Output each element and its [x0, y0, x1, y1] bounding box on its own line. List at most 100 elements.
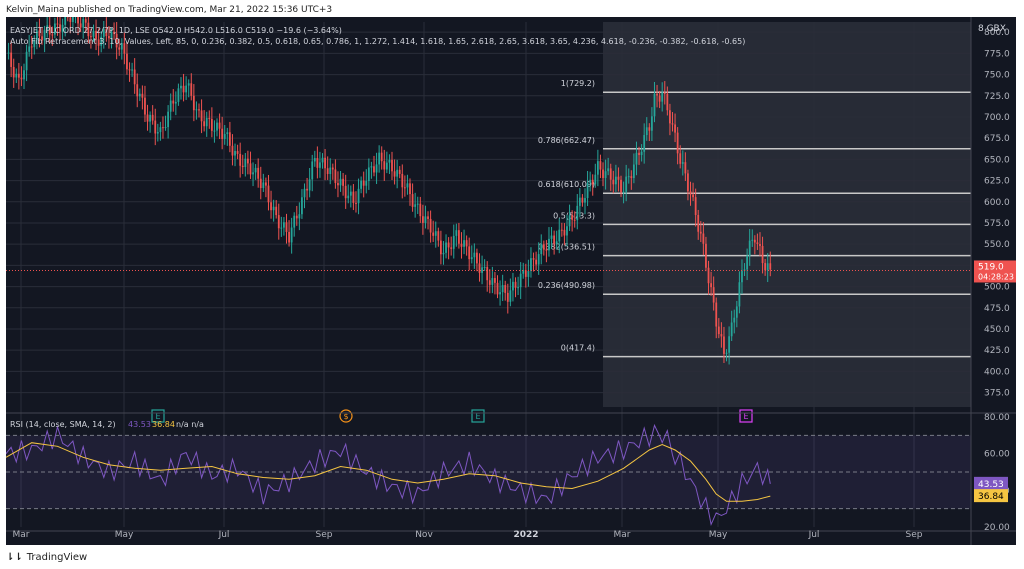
- candle-body[interactable]: [17, 73, 20, 78]
- candle-body[interactable]: [383, 161, 386, 170]
- candle-body[interactable]: [445, 242, 447, 253]
- brand-label[interactable]: TradingView: [26, 552, 88, 563]
- candle-body[interactable]: [486, 266, 489, 281]
- candle-body[interactable]: [455, 230, 458, 236]
- candle-body[interactable]: [717, 326, 720, 335]
- candle-body[interactable]: [524, 270, 527, 277]
- dividend-icon[interactable]: [339, 409, 353, 423]
- candle-body[interactable]: [439, 240, 442, 255]
- candle-body[interactable]: [581, 197, 584, 203]
- candle-body[interactable]: [766, 263, 769, 271]
- candle-body[interactable]: [555, 241, 558, 245]
- candle-body[interactable]: [470, 257, 473, 260]
- candle-body[interactable]: [51, 34, 54, 36]
- candle-body[interactable]: [491, 278, 494, 285]
- candle-body[interactable]: [607, 168, 610, 172]
- candle-body[interactable]: [213, 130, 216, 132]
- candle-body[interactable]: [120, 43, 123, 50]
- candle-body[interactable]: [316, 158, 319, 168]
- candle-body[interactable]: [380, 152, 383, 162]
- candle-body[interactable]: [113, 31, 115, 34]
- candle-body[interactable]: [100, 36, 103, 46]
- candle-body[interactable]: [396, 169, 399, 177]
- candle-body[interactable]: [228, 132, 231, 146]
- candle-body[interactable]: [298, 214, 301, 219]
- candle-body[interactable]: [334, 169, 337, 184]
- candle-body[interactable]: [568, 215, 571, 227]
- candle-body[interactable]: [59, 24, 61, 32]
- candle-body[interactable]: [638, 152, 640, 156]
- candle-body[interactable]: [434, 231, 437, 236]
- candle-body[interactable]: [43, 29, 46, 41]
- candle-body[interactable]: [681, 162, 684, 164]
- candle-body[interactable]: [759, 243, 761, 246]
- candle-body[interactable]: [452, 235, 455, 249]
- candle-body[interactable]: [429, 218, 432, 233]
- candle-body[interactable]: [535, 259, 538, 265]
- candle-body[interactable]: [689, 191, 692, 195]
- candle-body[interactable]: [25, 51, 28, 71]
- candle-body[interactable]: [182, 85, 185, 93]
- candle-body[interactable]: [337, 183, 339, 186]
- candle-body[interactable]: [46, 25, 49, 30]
- candle-body[interactable]: [164, 127, 167, 129]
- candle-body[interactable]: [375, 164, 378, 173]
- candle-body[interactable]: [79, 23, 82, 28]
- candle-body[interactable]: [53, 23, 56, 35]
- candle-body[interactable]: [661, 92, 664, 102]
- candle-body[interactable]: [92, 30, 95, 37]
- candle-body[interactable]: [7, 52, 10, 54]
- candle-body[interactable]: [563, 229, 566, 236]
- candle-body[interactable]: [571, 215, 574, 220]
- candle-body[interactable]: [720, 334, 723, 337]
- candle-body[interactable]: [530, 258, 532, 272]
- candle-body[interactable]: [270, 202, 272, 211]
- candle-body[interactable]: [416, 203, 419, 205]
- candle-body[interactable]: [699, 231, 702, 234]
- candle-body[interactable]: [234, 151, 236, 156]
- candle-body[interactable]: [424, 216, 427, 223]
- candle-body[interactable]: [110, 31, 113, 39]
- candle-body[interactable]: [527, 271, 530, 277]
- candle-body[interactable]: [494, 278, 496, 283]
- candle-body[interactable]: [393, 171, 396, 177]
- candle-body[interactable]: [468, 246, 471, 260]
- candle-body[interactable]: [360, 180, 363, 189]
- candle-body[interactable]: [733, 317, 736, 323]
- candle-body[interactable]: [221, 128, 224, 139]
- candle-body[interactable]: [403, 187, 406, 189]
- candle-body[interactable]: [174, 101, 177, 104]
- candle-body[interactable]: [584, 198, 586, 203]
- candle-body[interactable]: [666, 93, 669, 111]
- candle-body[interactable]: [306, 188, 308, 191]
- candle-body[interactable]: [385, 162, 388, 170]
- candle-body[interactable]: [741, 270, 743, 283]
- candle-body[interactable]: [252, 172, 254, 175]
- candle-body[interactable]: [687, 173, 689, 192]
- candle-body[interactable]: [537, 254, 540, 265]
- candle-body[interactable]: [591, 179, 594, 185]
- candle-body[interactable]: [589, 179, 592, 183]
- candle-body[interactable]: [373, 166, 375, 173]
- candle-body[interactable]: [769, 263, 772, 270]
- candle-body[interactable]: [481, 267, 483, 273]
- candle-body[interactable]: [730, 322, 733, 337]
- candle-body[interactable]: [218, 122, 221, 129]
- candle-body[interactable]: [573, 219, 576, 221]
- candle-body[interactable]: [506, 292, 509, 302]
- candle-body[interactable]: [602, 169, 604, 178]
- candle-body[interactable]: [198, 109, 200, 111]
- candle-body[interactable]: [355, 202, 357, 204]
- candle-body[interactable]: [723, 336, 725, 354]
- candle-body[interactable]: [203, 121, 206, 127]
- candle-body[interactable]: [560, 229, 563, 231]
- candle-body[interactable]: [476, 252, 478, 264]
- candle-body[interactable]: [283, 222, 285, 228]
- candle-body[interactable]: [715, 302, 718, 327]
- candle-body[interactable]: [586, 182, 589, 199]
- candle-body[interactable]: [645, 127, 648, 136]
- candle-body[interactable]: [748, 240, 751, 256]
- candle-body[interactable]: [398, 169, 401, 174]
- candle-body[interactable]: [460, 243, 463, 247]
- candle-body[interactable]: [548, 238, 550, 251]
